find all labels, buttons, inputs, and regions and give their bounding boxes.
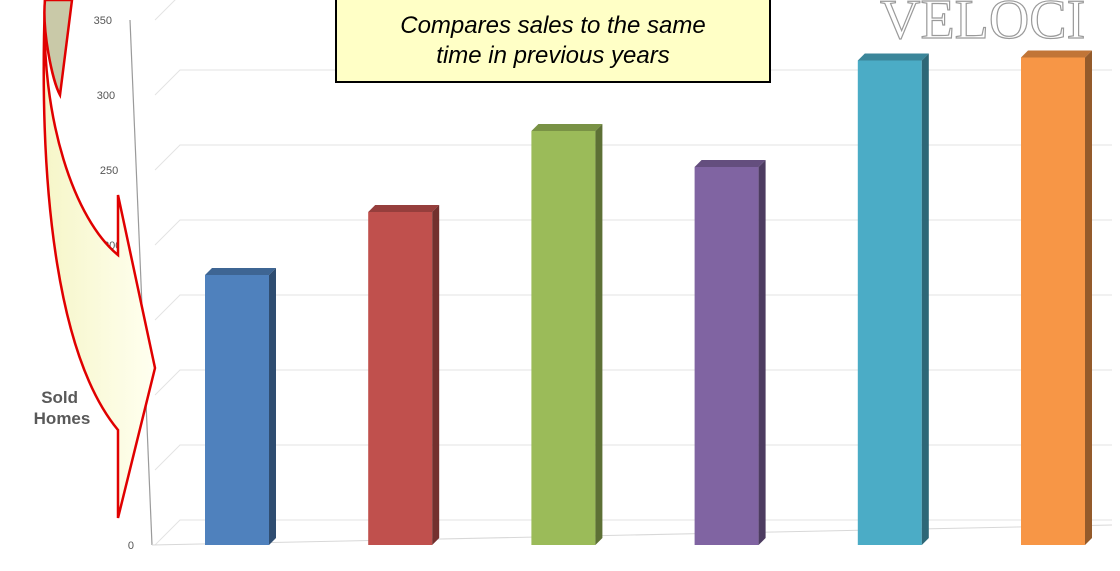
- chart-bars: [205, 50, 1092, 545]
- bar-side-4: [921, 53, 929, 545]
- bar-front-5: [1021, 57, 1085, 545]
- bar-top-3: [694, 160, 766, 167]
- x-axis-line: [151, 524, 1113, 546]
- bar-top-1: [368, 205, 440, 212]
- y-tick-label-7: 350: [94, 15, 112, 27]
- bar-front-3: [694, 167, 759, 545]
- bar-side-1: [432, 205, 440, 545]
- bar-front-0: [205, 275, 269, 545]
- y-tick-label-6: 300: [97, 90, 115, 102]
- bar-top-0: [205, 268, 276, 275]
- gridline-3: [154, 294, 1112, 321]
- bar-side-3: [758, 160, 766, 545]
- y-tick-label-0: 0: [128, 540, 134, 552]
- gridline-0: [154, 519, 1112, 546]
- y-tick-label-5: 250: [100, 165, 118, 177]
- bar-front-4: [857, 60, 922, 545]
- annotation-text: Compares sales to the same time in previ…: [400, 11, 706, 69]
- y-axis-title-line-1: Sold: [41, 388, 78, 407]
- bar-top-5: [1021, 50, 1092, 58]
- y-axis-title: Sold Homes: [34, 388, 91, 428]
- gridline-7: [154, 0, 176, 21]
- annotation-box: Compares sales to the same time in previ…: [335, 0, 771, 83]
- bar-side-2: [595, 124, 603, 545]
- bar-top-4: [857, 53, 929, 61]
- chart-gridlines: [154, 0, 1112, 546]
- bar-side-5: [1085, 50, 1092, 545]
- bar-top-2: [531, 124, 603, 131]
- bar-front-2: [531, 131, 596, 545]
- bar-front-1: [368, 212, 433, 545]
- gridline-5: [154, 144, 1112, 171]
- bar-side-0: [269, 268, 276, 545]
- gridline-1: [154, 444, 1112, 471]
- gridline-6: [154, 69, 1112, 96]
- gridline-2: [154, 369, 1112, 396]
- y-axis-line: [129, 19, 153, 546]
- arrow-tail-shadow: [43, 0, 74, 100]
- gridline-4: [154, 219, 1112, 246]
- y-axis-title-line-2: Homes: [34, 409, 91, 428]
- y-axis: [129, 19, 1113, 546]
- watermark-logo: VELOCI: [880, 0, 1085, 51]
- curved-arrow-callout: [42, 0, 157, 519]
